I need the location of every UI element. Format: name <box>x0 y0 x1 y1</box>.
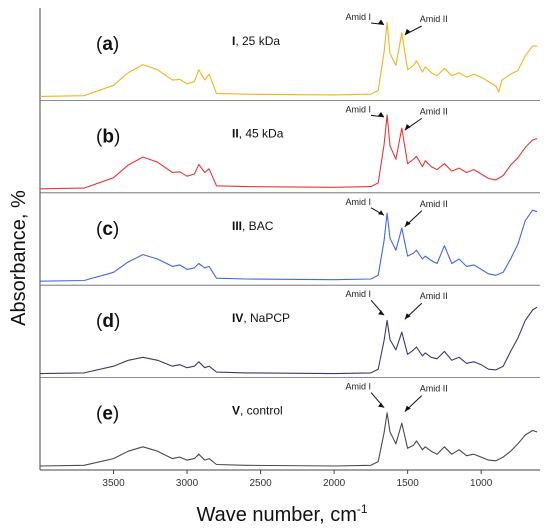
amid-i-label: Amid I <box>346 104 372 114</box>
panel-letter-c: (c) <box>96 219 119 240</box>
panel-letter-paren-open: ( <box>96 311 103 332</box>
sample-label-b: II, 45 kDa <box>232 126 284 140</box>
panel-letter-paren-close: ) <box>113 34 119 55</box>
series-group <box>39 21 538 467</box>
x-axis-ticks: 3500 3000 2500 2000 1500 1000 <box>102 470 493 489</box>
amid-ii-arrowhead <box>404 124 411 131</box>
amid-i-label: Amid I <box>346 12 372 22</box>
sample-label-numeral: I <box>232 34 235 48</box>
amid-ii-label: Amid II <box>420 291 448 301</box>
amid-i-arrowhead <box>378 19 385 25</box>
sample-label-numeral: IV <box>232 311 243 325</box>
panel-letter-d: (d) <box>96 311 120 332</box>
panel-letter-char: c <box>102 219 113 240</box>
panel-letter-char: b <box>102 126 114 147</box>
amid-i-arrowhead <box>378 402 385 408</box>
amid-ii-label: Amid II <box>420 14 448 24</box>
sample-label-numeral: II <box>232 126 239 140</box>
sample-label-c: III, BAC <box>232 219 274 233</box>
sample-label-text: , NaPCP <box>243 311 290 325</box>
series-line-a <box>39 21 538 97</box>
x-tick-label: 3000 <box>176 478 199 489</box>
amid-ii-arrowhead <box>404 28 411 35</box>
sample-label-text: , control <box>240 404 283 418</box>
panel-labels: (a) I, 25 kDa(b) II, 45 kDa(c) III, BAC(d) I… <box>96 34 290 425</box>
x-tick-label: 3500 <box>102 478 125 489</box>
sample-label-text: , 45 kDa <box>239 126 284 140</box>
series-line-e <box>39 412 538 467</box>
amid-i-arrowhead <box>378 210 385 216</box>
panel-letter-paren-close: ) <box>114 126 120 147</box>
sample-label-text: , BAC <box>242 219 274 233</box>
series-line-c <box>39 209 538 282</box>
panel-letter-paren-open: ( <box>96 34 103 55</box>
x-tick-label: 1000 <box>470 478 493 489</box>
panel-letter-paren-close: ) <box>113 404 119 425</box>
series-line-b <box>39 114 538 190</box>
sample-label-e: V, control <box>232 404 283 418</box>
panel-letter-a: (a) <box>96 34 119 55</box>
amid-ii-arrowhead <box>404 405 411 412</box>
x-tick-label: 1500 <box>397 478 420 489</box>
sample-label-numeral: III <box>232 219 242 233</box>
panel-letter-char: a <box>102 34 113 55</box>
sample-label-text: , 25 kDa <box>235 34 280 48</box>
panel-letter-paren-open: ( <box>96 404 103 425</box>
amid-i-arrow <box>371 22 385 25</box>
amid-ii-label: Amid II <box>420 199 448 209</box>
x-tick-label: 2000 <box>323 478 346 489</box>
x-axis-title-text: Wave number, cm <box>196 504 356 526</box>
amid-ii-arrowhead <box>404 220 411 227</box>
panel-letter-paren-close: ) <box>113 219 119 240</box>
panel-letter-b: (b) <box>96 126 120 147</box>
amid-ii-label: Amid II <box>420 106 448 116</box>
panel-letter-e: (e) <box>96 404 119 425</box>
x-axis-title-superscript: -1 <box>357 502 368 516</box>
plot-frame <box>39 8 540 471</box>
amid-i-arrow <box>371 114 385 118</box>
amid-annotations: Amid I Amid II Amid I Amid II Amid I Amid II A… <box>346 12 448 412</box>
sample-label-numeral: V <box>232 404 240 418</box>
amid-i-arrowhead <box>378 310 385 316</box>
x-axis-title: Wave number, cm-1 <box>196 502 367 526</box>
series-line-d <box>39 306 538 375</box>
amid-ii-label: Amid II <box>420 384 448 394</box>
x-tick-label: 2500 <box>249 478 272 489</box>
amid-i-label: Amid I <box>346 289 372 299</box>
y-axis-title: Absorbance, % <box>8 190 30 326</box>
amid-i-label: Amid I <box>346 197 372 207</box>
panel-letter-paren-open: ( <box>96 126 103 147</box>
amid-ii-arrowhead <box>404 313 411 320</box>
sample-label-a: I, 25 kDa <box>232 34 280 48</box>
sample-label-d: IV, NaPCP <box>232 311 290 325</box>
panel-letter-char: e <box>102 404 113 425</box>
panel-letter-paren-close: ) <box>114 311 120 332</box>
panel-letter-paren-open: ( <box>96 219 103 240</box>
amid-i-arrowhead <box>378 111 385 117</box>
panel-letter-char: d <box>102 311 114 332</box>
amid-i-label: Amid I <box>346 382 372 392</box>
